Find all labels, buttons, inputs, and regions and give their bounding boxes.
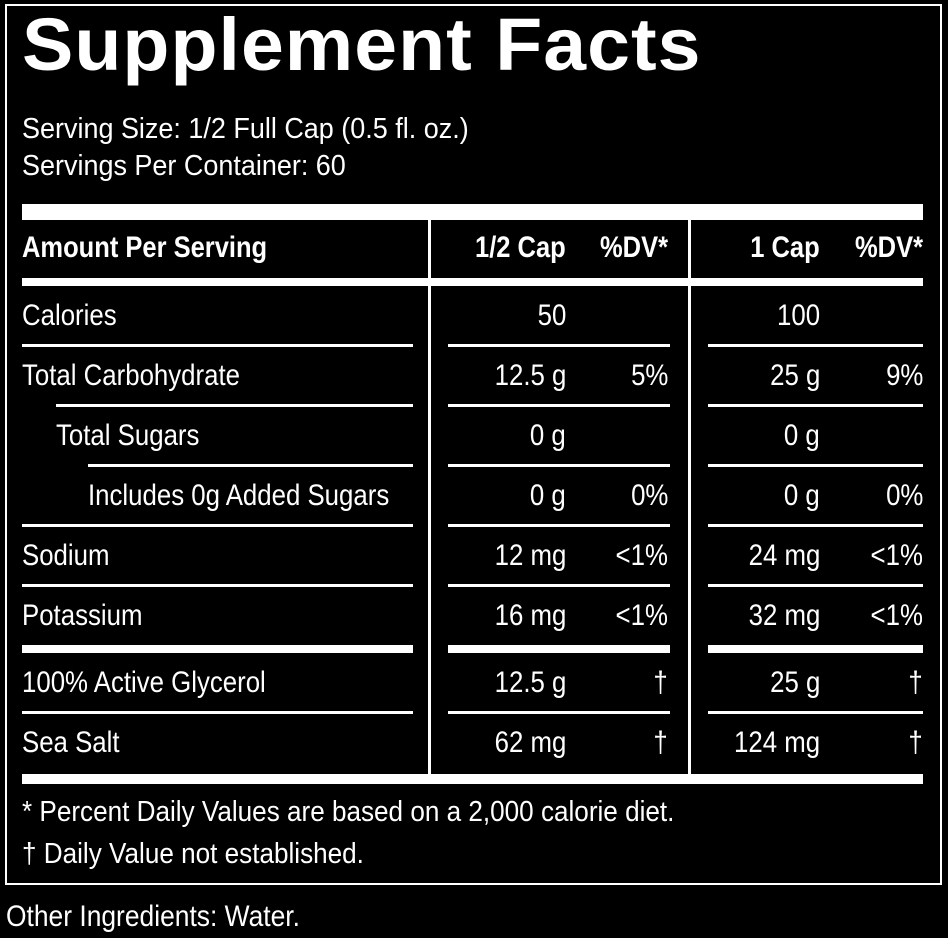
section-rule-left bbox=[22, 645, 413, 653]
row-separator bbox=[708, 404, 923, 407]
row-value-half-cap: 12.5 g bbox=[494, 359, 566, 392]
row-value-half-cap: 12 mg bbox=[494, 539, 566, 572]
supplement-facts-panel bbox=[5, 4, 942, 885]
row-dv-one-cap: <1% bbox=[870, 599, 923, 632]
row-dv-one-cap: † bbox=[908, 726, 923, 759]
row-dv-half-cap: † bbox=[653, 726, 668, 759]
row-separator bbox=[448, 711, 670, 714]
row-dv-half-cap: <1% bbox=[615, 599, 668, 632]
row-separator bbox=[708, 584, 923, 587]
row-dv-half-cap: † bbox=[653, 666, 668, 699]
row-dv-one-cap: 9% bbox=[885, 359, 923, 392]
row-label: Includes 0g Added Sugars bbox=[88, 479, 390, 512]
row-separator bbox=[708, 344, 923, 347]
panel-title: Supplement Facts bbox=[22, 3, 702, 86]
row-value-half-cap: 0 g bbox=[530, 479, 566, 512]
row-value-half-cap: 12.5 g bbox=[494, 666, 566, 699]
row-label: Potassium bbox=[22, 599, 143, 632]
row-dv-one-cap: <1% bbox=[870, 539, 923, 572]
row-dv-one-cap: † bbox=[908, 666, 923, 699]
row-separator bbox=[56, 404, 413, 407]
row-dv-half-cap: 5% bbox=[630, 359, 668, 392]
header-half-cap: 1/2 Cap bbox=[475, 231, 566, 264]
row-separator bbox=[448, 524, 670, 527]
footnote-dv: * Percent Daily Values are based on a 2,… bbox=[22, 796, 675, 828]
row-separator bbox=[88, 464, 413, 467]
thick-rule-top bbox=[22, 204, 923, 220]
servings-per-container: Servings Per Container: 60 bbox=[22, 150, 346, 182]
row-value-one-cap: 0 g bbox=[784, 479, 820, 512]
row-dv-half-cap: <1% bbox=[615, 539, 668, 572]
row-value-half-cap: 16 mg bbox=[494, 599, 566, 632]
header-dv-one-cap: %DV* bbox=[854, 231, 923, 264]
row-separator bbox=[448, 584, 670, 587]
row-separator bbox=[22, 711, 413, 714]
header-one-cap: 1 Cap bbox=[750, 231, 820, 264]
row-value-half-cap: 62 mg bbox=[494, 726, 566, 759]
row-separator bbox=[22, 524, 413, 527]
row-label: 100% Active Glycerol bbox=[22, 666, 266, 699]
row-label: Sea Salt bbox=[22, 726, 120, 759]
footnote-dagger: † Daily Value not established. bbox=[22, 838, 364, 870]
row-separator bbox=[708, 464, 923, 467]
row-label: Total Carbohydrate bbox=[22, 359, 240, 392]
row-label: Sodium bbox=[22, 539, 110, 572]
section-rule-right bbox=[708, 645, 923, 653]
section-rule-mid bbox=[448, 645, 670, 653]
header-amount: Amount Per Serving bbox=[22, 231, 268, 264]
row-label: Calories bbox=[22, 299, 117, 332]
row-separator bbox=[448, 344, 670, 347]
row-label: Total Sugars bbox=[56, 419, 200, 452]
serving-size: Serving Size: 1/2 Full Cap (0.5 fl. oz.) bbox=[22, 113, 469, 145]
row-dv-half-cap: 0% bbox=[630, 479, 668, 512]
row-separator bbox=[708, 711, 923, 714]
row-value-one-cap: 0 g bbox=[784, 419, 820, 452]
row-separator bbox=[708, 524, 923, 527]
row-value-one-cap: 25 g bbox=[769, 359, 820, 392]
other-ingredients: Other Ingredients: Water. bbox=[6, 900, 300, 933]
row-value-one-cap: 32 mg bbox=[748, 599, 820, 632]
row-value-one-cap: 24 mg bbox=[748, 539, 820, 572]
thick-rule-bottom bbox=[22, 774, 923, 784]
row-separator bbox=[22, 344, 413, 347]
header-dv-half-cap: %DV* bbox=[599, 231, 668, 264]
row-value-one-cap: 100 bbox=[776, 299, 820, 332]
header-rule bbox=[22, 278, 923, 286]
row-value-half-cap: 50 bbox=[537, 299, 566, 332]
row-separator bbox=[448, 464, 670, 467]
row-dv-one-cap: 0% bbox=[885, 479, 923, 512]
row-separator bbox=[22, 584, 413, 587]
row-separator bbox=[448, 404, 670, 407]
row-value-one-cap: 25 g bbox=[769, 666, 820, 699]
row-value-half-cap: 0 g bbox=[530, 419, 566, 452]
row-value-one-cap: 124 mg bbox=[733, 726, 820, 759]
column-divider-2 bbox=[688, 220, 691, 777]
column-divider-1 bbox=[428, 220, 431, 777]
